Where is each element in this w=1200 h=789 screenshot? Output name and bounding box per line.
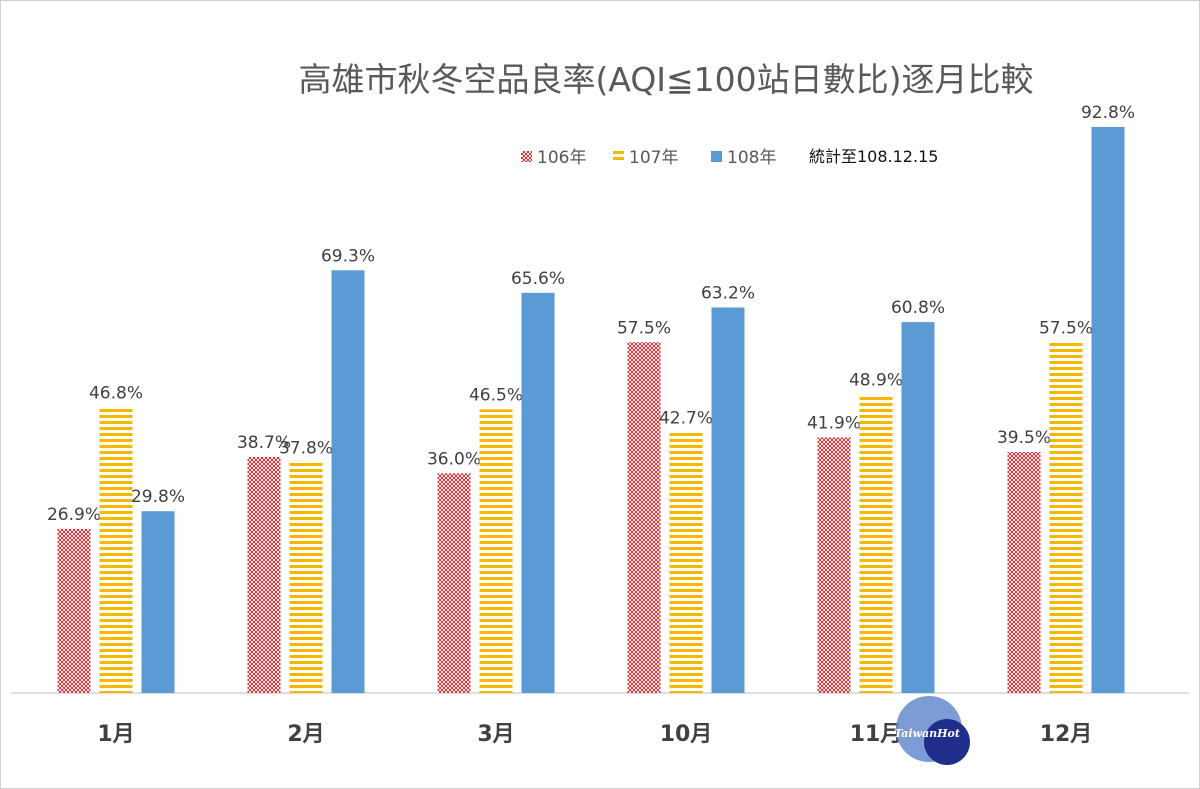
data-label: 39.5% [997, 428, 1051, 448]
data-label: 92.8% [1081, 103, 1135, 123]
x-tick-label: 1月 [97, 722, 134, 747]
data-label: 69.3% [321, 246, 375, 266]
legend: 106年 107年 108年 [521, 148, 776, 168]
bar [901, 322, 935, 693]
watermark-text: TaiwanHot [894, 727, 960, 740]
data-label: 57.5% [617, 318, 671, 338]
x-tick-label: 3月 [477, 722, 514, 747]
bar [331, 270, 365, 693]
legend-label: 108年 [727, 148, 776, 168]
data-label: 36.0% [427, 449, 481, 469]
data-label: 38.7% [237, 433, 291, 453]
bar [289, 462, 323, 693]
data-label: 65.6% [511, 269, 565, 289]
bar [817, 437, 851, 693]
bar [859, 394, 893, 693]
x-tick-label: 2月 [287, 722, 324, 747]
data-period-note: 統計至108.12.15 [809, 147, 938, 166]
bar [669, 432, 703, 693]
legend-swatch [613, 151, 624, 162]
data-label: 46.8% [89, 384, 143, 404]
data-label: 48.9% [849, 371, 903, 391]
data-label: 57.5% [1039, 318, 1093, 338]
data-label: 42.7% [659, 409, 713, 429]
legend-swatch [521, 151, 532, 162]
legend-label: 106年 [537, 148, 586, 168]
chart-title: 高雄市秋冬空品良率(AQI≦100站日數比)逐月比較 [298, 60, 1033, 99]
bar [141, 511, 175, 693]
x-axis: 1月 2月 3月 10月 11月 12月 [97, 722, 1092, 747]
bar [99, 407, 133, 693]
x-tick-label: 10月 [660, 722, 713, 747]
bar [247, 456, 281, 693]
taiwanhot-watermark-logo: TaiwanHot [894, 696, 970, 765]
data-label: 26.9% [47, 505, 101, 525]
data-label: 41.9% [807, 413, 861, 433]
legend-swatch [711, 151, 722, 162]
x-tick-label: 12月 [1040, 722, 1093, 747]
x-tick-label: 11月 [850, 722, 903, 747]
bar [57, 528, 91, 693]
bar [1007, 452, 1041, 693]
bar [437, 473, 471, 693]
bar [627, 342, 661, 693]
data-label: 46.5% [469, 385, 523, 405]
data-label: 37.8% [279, 438, 333, 458]
data-label: 60.8% [891, 298, 945, 318]
bar [1091, 126, 1125, 694]
bar [711, 307, 745, 693]
data-label: 29.8% [131, 487, 185, 507]
bar [1049, 342, 1083, 693]
plot-area: 26.9% 46.8% 29.8% 38.7%37.8% 69.3% 36.0% 46.5%… [11, 103, 1189, 694]
bar [521, 292, 555, 693]
legend-label: 107年 [629, 148, 678, 168]
bar [479, 409, 513, 693]
data-label: 63.2% [701, 283, 755, 303]
